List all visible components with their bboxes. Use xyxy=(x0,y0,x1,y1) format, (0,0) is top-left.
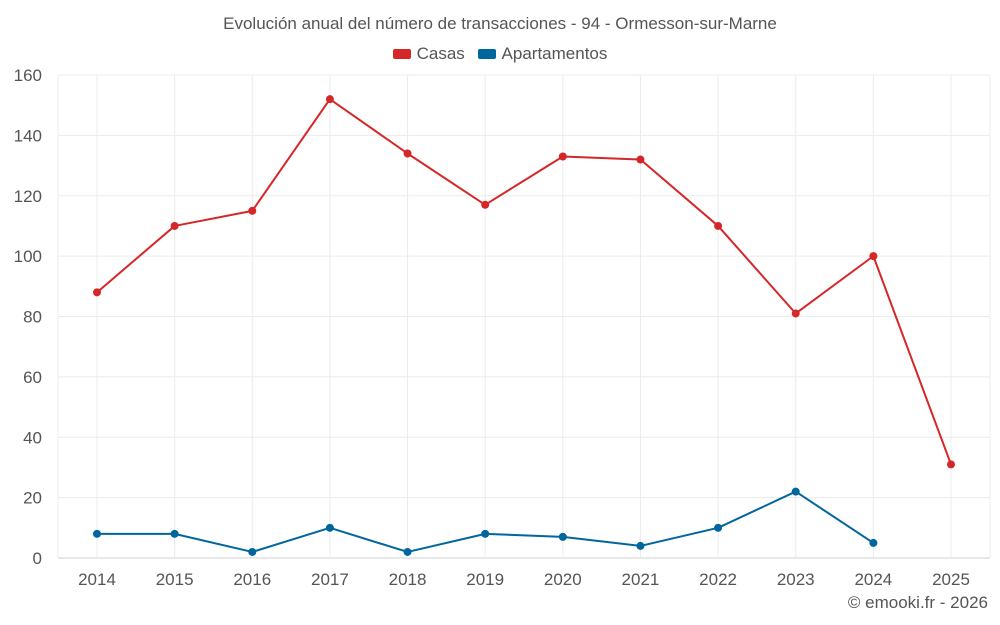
data-point-apartamentos-2018 xyxy=(403,547,412,556)
series-line-casas xyxy=(96,98,952,465)
data-point-casas-2017 xyxy=(325,95,334,104)
x-tick-label-2022: 2022 xyxy=(699,570,737,589)
y-tick-label-40: 40 xyxy=(23,428,42,447)
data-point-casas-2015 xyxy=(170,221,179,230)
legend-swatch-casas xyxy=(392,49,411,59)
data-point-casas-2019 xyxy=(481,200,490,209)
data-point-apartamentos-2014 xyxy=(93,529,101,538)
y-tick-label-0: 0 xyxy=(33,549,42,568)
credit-text: © emooki.fr - 2026 xyxy=(847,593,988,612)
x-tick-label-2023: 2023 xyxy=(777,570,815,589)
data-point-casas-2021 xyxy=(636,155,645,164)
data-point-apartamentos-2021 xyxy=(636,541,645,550)
data-point-apartamentos-2023 xyxy=(791,487,800,496)
data-point-apartamentos-2017 xyxy=(325,523,334,532)
x-tick-label-2018: 2018 xyxy=(389,570,427,589)
x-tick-label-2020: 2020 xyxy=(544,570,582,589)
y-tick-label-20: 20 xyxy=(23,489,42,508)
data-point-apartamentos-2024 xyxy=(869,538,878,547)
data-point-casas-2024 xyxy=(869,252,878,261)
x-tick-label-2024: 2024 xyxy=(854,570,892,589)
x-tick-label-2014: 2014 xyxy=(78,570,116,589)
data-point-casas-2023 xyxy=(791,309,800,318)
x-tick-label-2025: 2025 xyxy=(932,570,970,589)
data-point-casas-2014 xyxy=(93,288,101,297)
y-tick-label-60: 60 xyxy=(23,368,42,387)
x-tick-label-2017: 2017 xyxy=(311,570,349,589)
y-tick-label-120: 120 xyxy=(14,187,42,206)
data-point-apartamentos-2020 xyxy=(558,532,567,541)
data-point-apartamentos-2016 xyxy=(248,547,257,556)
data-point-casas-2025 xyxy=(947,460,955,469)
legend: Casas Apartamentos xyxy=(0,44,1000,64)
y-tick-label-140: 140 xyxy=(14,126,42,145)
data-point-casas-2016 xyxy=(248,206,257,215)
legend-label-apartamentos: Apartamentos xyxy=(501,44,608,63)
legend-item-apartamentos[interactable]: Apartamentos xyxy=(477,44,608,64)
data-point-casas-2020 xyxy=(558,152,567,161)
x-tick-label-2016: 2016 xyxy=(233,570,271,589)
y-tick-label-80: 80 xyxy=(23,308,42,327)
x-tick-label-2019: 2019 xyxy=(466,570,504,589)
x-tick-label-2015: 2015 xyxy=(156,570,194,589)
legend-swatch-apartamentos xyxy=(477,49,496,59)
data-point-casas-2018 xyxy=(403,149,412,158)
legend-label-casas: Casas xyxy=(416,44,465,63)
y-tick-label-160: 160 xyxy=(14,66,42,85)
y-tick-label-100: 100 xyxy=(14,247,42,266)
x-tick-label-2021: 2021 xyxy=(622,570,660,589)
data-point-casas-2022 xyxy=(714,221,723,230)
data-point-apartamentos-2022 xyxy=(714,523,723,532)
data-point-apartamentos-2015 xyxy=(170,529,179,538)
legend-item-casas[interactable]: Casas xyxy=(392,44,465,64)
data-point-apartamentos-2019 xyxy=(481,529,490,538)
chart-title: Evolución anual del número de transaccio… xyxy=(223,14,777,33)
